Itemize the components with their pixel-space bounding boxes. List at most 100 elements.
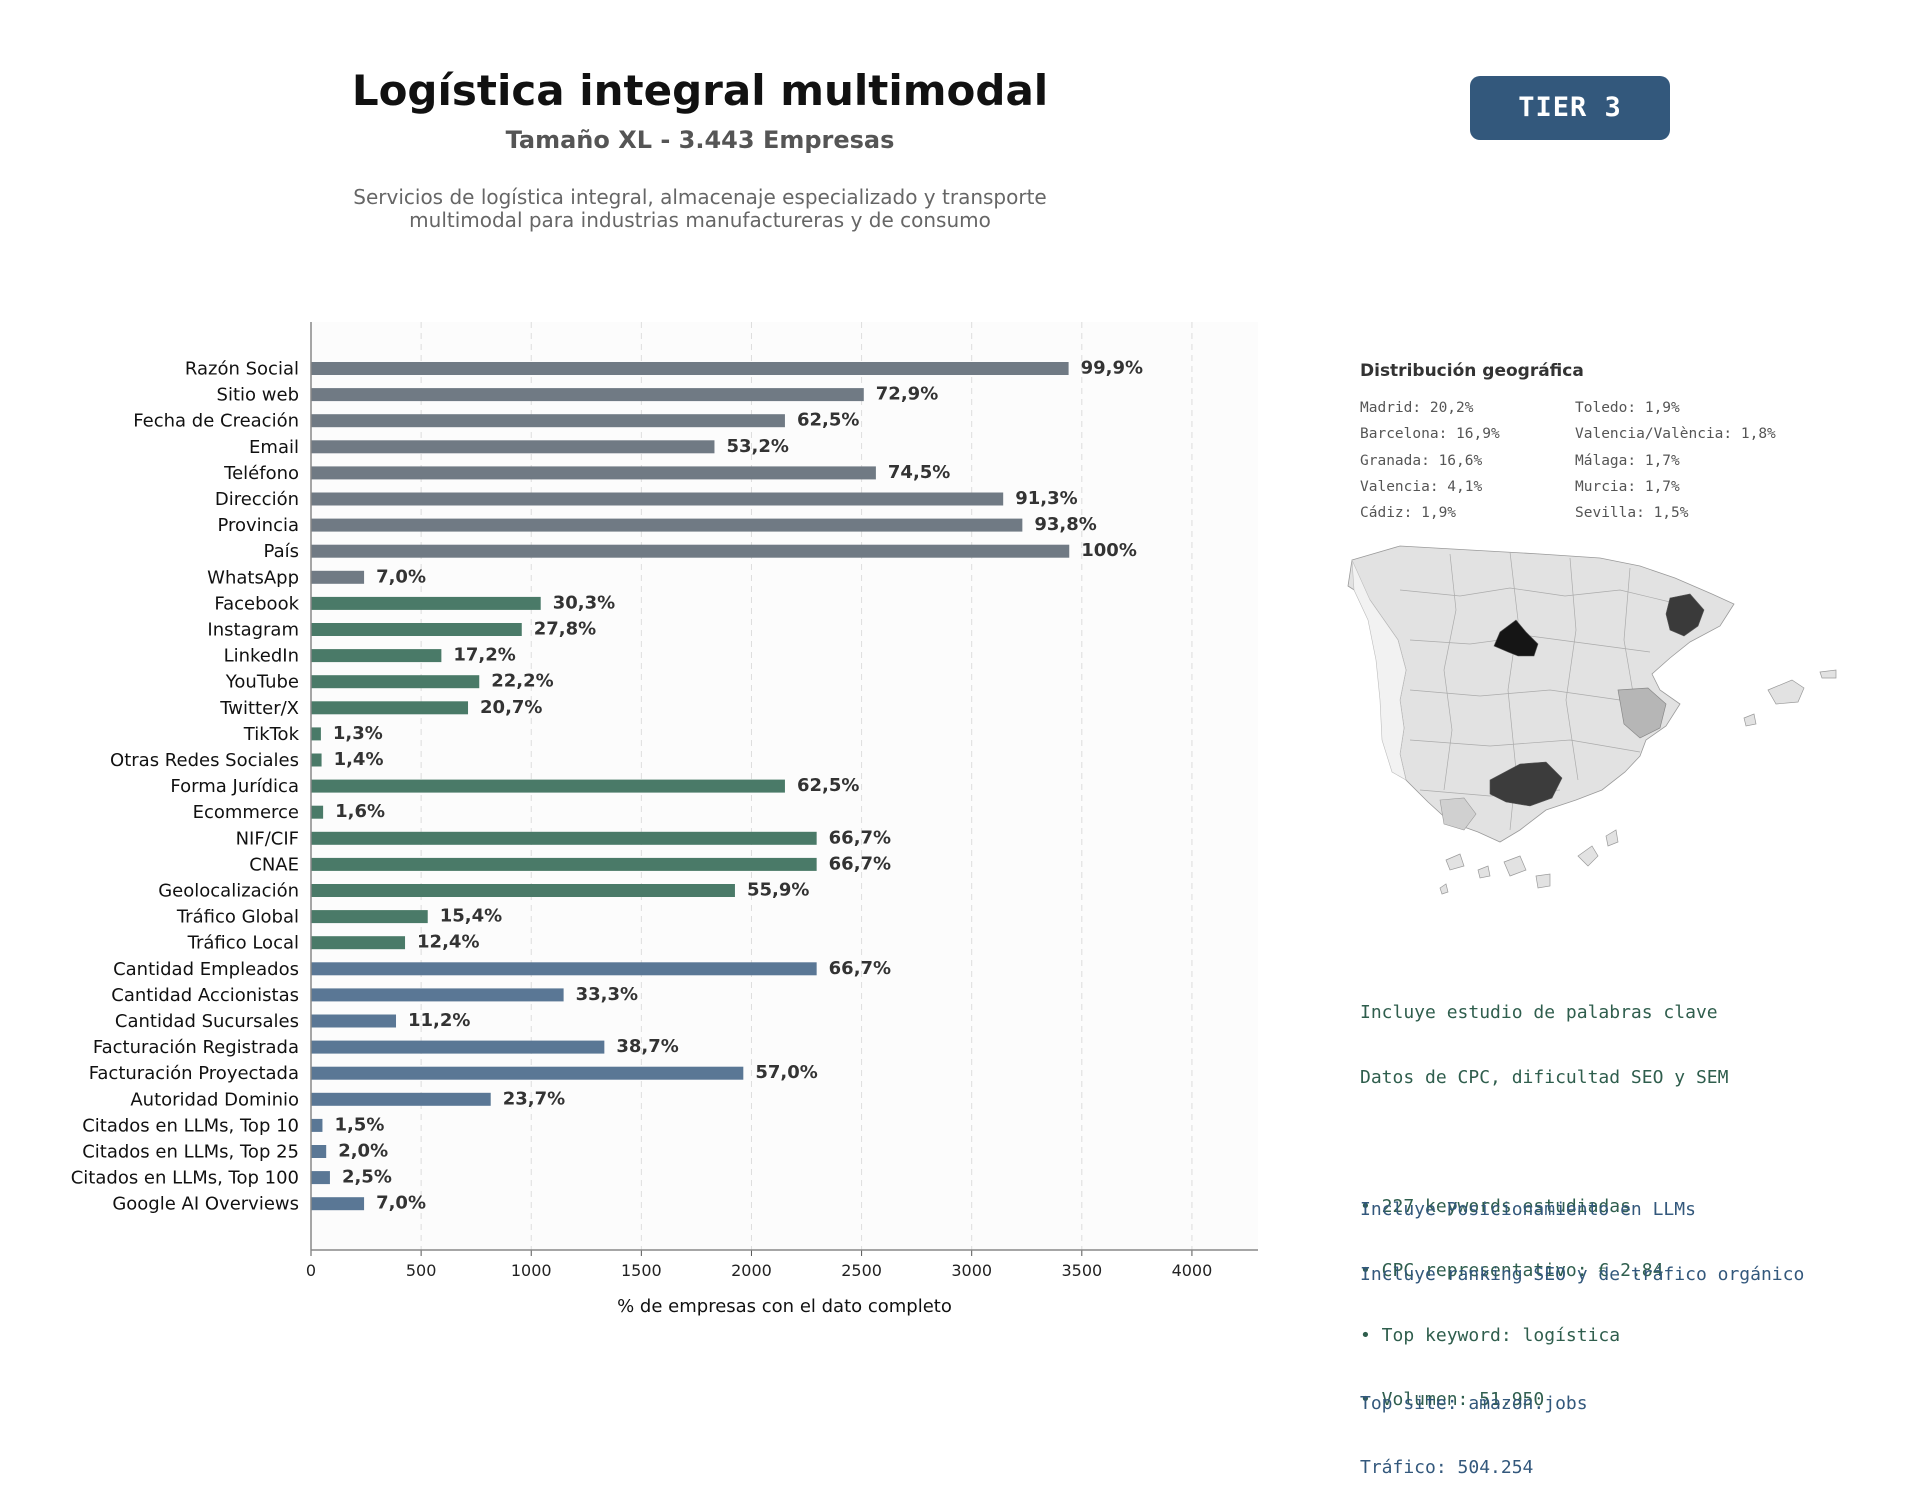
bar [311, 649, 442, 663]
category-label: Twitter/X [219, 698, 299, 719]
data-label: 99,9% [1081, 358, 1143, 379]
category-label: Tráfico Global [176, 907, 299, 928]
geo-item: Sevilla: 1,5% [1575, 505, 1689, 522]
page-subtitle: Tamaño XL - 3.443 Empresas [505, 126, 895, 154]
keyword-line: • 227 keywords estudiadas [1360, 1195, 1631, 1217]
data-label: 11,2% [408, 1010, 470, 1031]
data-label: 91,3% [1015, 488, 1077, 509]
x-tick-label: 4000 [1172, 1261, 1213, 1280]
data-label: 66,7% [829, 827, 891, 848]
data-label: 7,0% [376, 1193, 426, 1214]
tier-badge: TIER 3 [1470, 76, 1670, 140]
bar [311, 831, 817, 845]
data-label: 23,7% [503, 1088, 565, 1109]
bar [311, 675, 480, 689]
category-label: Citados en LLMs, Top 25 [82, 1142, 299, 1163]
category-label: Instagram [207, 620, 299, 641]
bar [311, 362, 1069, 375]
data-label: 53,2% [726, 436, 788, 457]
bar [311, 1066, 744, 1080]
data-label: 2,0% [338, 1141, 388, 1162]
bar [311, 884, 735, 897]
data-label: 27,8% [534, 619, 596, 640]
data-label: 2,5% [342, 1167, 392, 1188]
bar [311, 779, 785, 793]
bar [311, 596, 541, 610]
data-label: 20,7% [480, 697, 542, 718]
geo-item: Barcelona: 16,9% [1360, 426, 1500, 443]
description-line: Servicios de logística integral, almacen… [353, 185, 1047, 209]
bar [311, 753, 322, 767]
balearic-menorca [1819, 669, 1837, 679]
keyword-line: Incluye estudio de palabras clave [1360, 1002, 1718, 1023]
category-label: WhatsApp [207, 567, 299, 588]
bar [311, 518, 1023, 532]
category-label: Ecommerce [193, 802, 299, 823]
data-label: 1,6% [335, 801, 385, 822]
balearic-mallorca [1767, 679, 1805, 705]
balearic-ibiza [1743, 713, 1757, 727]
data-label: 1,4% [334, 749, 384, 770]
bar [311, 805, 324, 819]
x-tick-label: 0 [306, 1261, 316, 1280]
x-tick-label: 2500 [841, 1261, 882, 1280]
province-barcelona [1665, 593, 1705, 637]
category-label: CNAE [249, 854, 299, 875]
category-label: Google AI Overviews [112, 1194, 299, 1215]
page-description: Servicios de logística integral, almacen… [200, 186, 1200, 232]
province-cadiz [1439, 797, 1477, 831]
llm-line: Top site: amazon.jobs [1360, 1392, 1588, 1414]
category-label: Facebook [214, 593, 299, 614]
bar [311, 623, 522, 636]
bar [311, 1171, 330, 1185]
geo-item: Valencia/València: 1,8% [1575, 426, 1776, 443]
data-label: 100% [1081, 540, 1137, 561]
bar [311, 1040, 605, 1054]
province-granada [1489, 761, 1563, 807]
data-label: 22,2% [491, 671, 553, 692]
category-label: Cantidad Empleados [113, 959, 299, 980]
category-label: Otras Redes Sociales [110, 750, 299, 771]
keyword-line: • Top keyword: logística [1360, 1324, 1621, 1346]
bar [311, 962, 817, 976]
x-tick-label: 1000 [511, 1261, 552, 1280]
data-label: 57,0% [755, 1062, 817, 1083]
category-label: Facturación Registrada [93, 1037, 299, 1058]
category-label: Razón Social [185, 359, 299, 380]
bar-chart: 0 500 1000 1500 2000 2500 3000 3500 4000 Razón So… [71, 322, 1258, 1317]
data-label: 12,4% [417, 932, 479, 953]
data-label: 30,3% [553, 592, 615, 613]
data-label: 62,5% [797, 410, 859, 431]
category-label: Tráfico Local [187, 933, 299, 954]
data-label: 1,3% [333, 723, 383, 744]
category-label: Email [249, 437, 299, 458]
x-tick-label: 2000 [731, 1261, 772, 1280]
llm-line [1360, 1328, 1804, 1350]
category-label: Fecha de Creación [133, 411, 299, 432]
llm-seo-block: Incluye Posicionamiento en LLMs Incluye … [1360, 1156, 1804, 1500]
category-label: NIF/CIF [236, 828, 299, 849]
x-tick-label: 1500 [621, 1261, 662, 1280]
bar [311, 1092, 491, 1106]
llm-line: Incluye Posicionamiento en LLMs [1360, 1199, 1696, 1220]
bar [311, 466, 876, 480]
province-madrid [1493, 619, 1539, 657]
category-label: Sitio web [217, 385, 299, 406]
geo-item: Toledo: 1,9% [1575, 400, 1680, 416]
data-label: 15,4% [440, 906, 502, 927]
data-label: 38,7% [616, 1036, 678, 1057]
data-label: 55,9% [747, 880, 809, 901]
category-label: Facturación Proyectada [89, 1063, 299, 1084]
province-valencia [1617, 687, 1667, 739]
keyword-line: • Volumen: 51.950 [1360, 1389, 1545, 1410]
data-label: 17,2% [453, 645, 515, 666]
keyword-study-block: Incluye estudio de palabras clave Datos … [1360, 959, 1728, 1432]
canary-islands [1439, 829, 1619, 895]
category-label: País [264, 541, 299, 562]
page-title: Logística integral multimodal [351, 66, 1049, 115]
bar [311, 1118, 323, 1132]
category-label: Dirección [215, 489, 299, 510]
data-label: 72,9% [876, 384, 938, 405]
bar [311, 701, 469, 715]
geo-item: Málaga: 1,7% [1575, 452, 1680, 469]
